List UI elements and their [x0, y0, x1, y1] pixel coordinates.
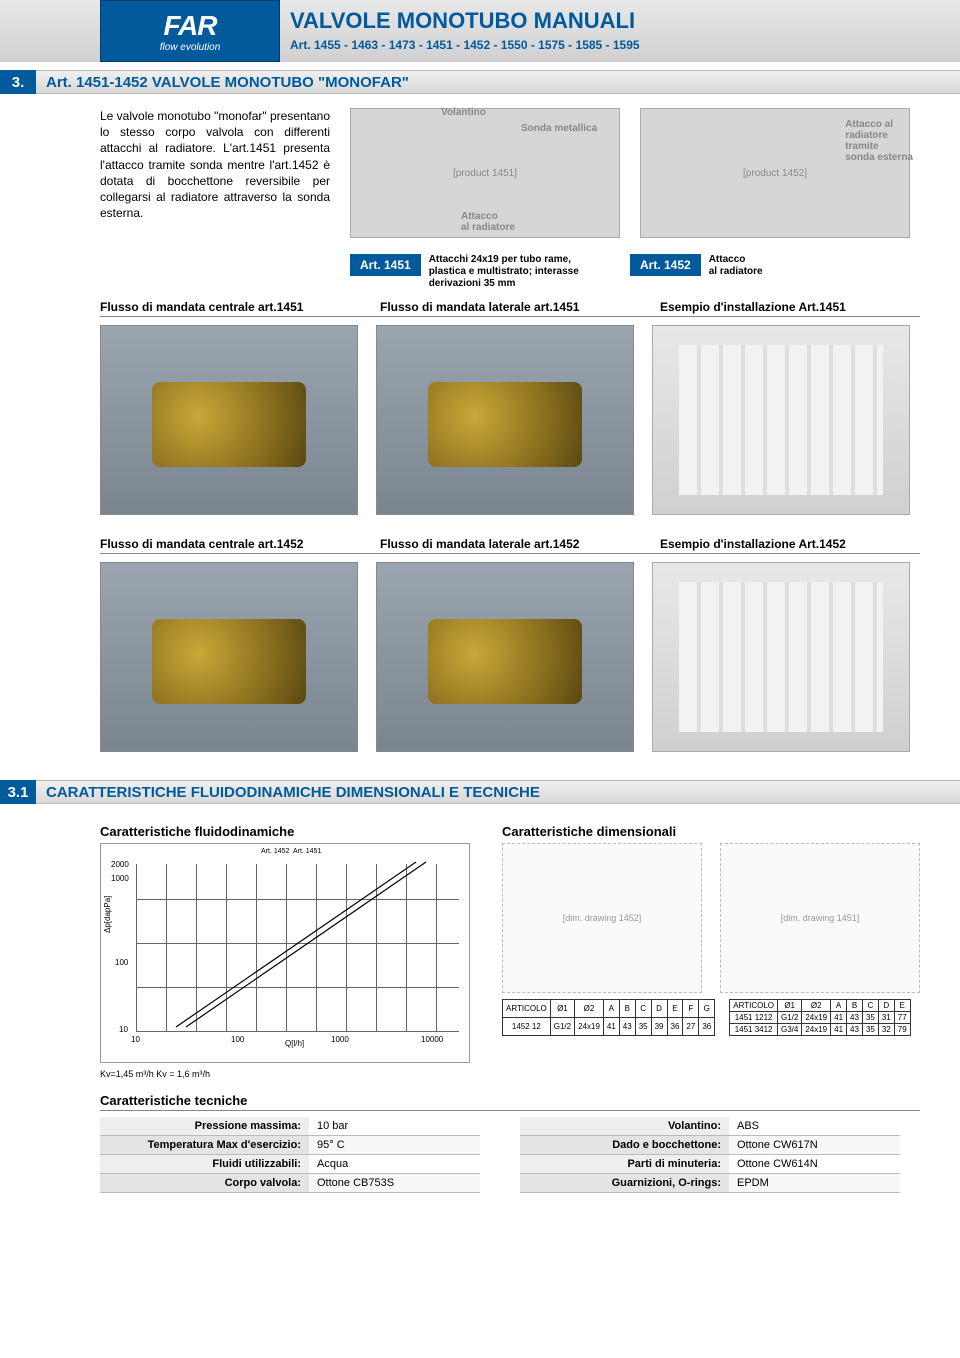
art-1451-label: Art. 1451: [350, 254, 421, 276]
install-photo-1451: [652, 325, 910, 515]
section-31-content: Caratteristiche fluidodinamiche Art. 145…: [0, 804, 960, 1203]
chart-legend: Art. 1452 Art. 1451: [261, 848, 321, 855]
section-31-title: CARATTERISTICHE FLUIDODINAMICHE DIMENSIO…: [36, 780, 960, 804]
kv-note: Kv=1,45 m³/h Kv = 1,6 m³/h: [100, 1069, 472, 1079]
image-row-1451: [100, 325, 920, 515]
product-photo-1452: Attacco al radiatore tramite sonda ester…: [640, 108, 910, 238]
chart-x-label: Q[l/h]: [285, 1039, 304, 1048]
product-diagram-zone: Volantino Sonda metallica Attacco al rad…: [350, 108, 920, 290]
legend-1452: Art. 1452: [261, 848, 289, 855]
ytick-2: 1000: [111, 874, 129, 883]
cutaway-lateral-1452: [376, 562, 634, 752]
section-number: 3.: [0, 70, 36, 94]
dim-drawing-1452: [dim. drawing 1452]: [502, 843, 702, 993]
art-1452-block: Art. 1452 Attacco al radiatore: [630, 254, 910, 278]
caption-install-1452: Esempio d'installazione Art.1452: [660, 537, 920, 554]
caption-row-1452: Flusso di mandata centrale art.1452 Flus…: [100, 537, 920, 554]
logo-sub-text: flow evolution: [160, 42, 221, 53]
caption-lateral-1452: Flusso di mandata laterale art.1452: [380, 537, 660, 554]
dim-table-1451: ARTICOLOØ1Ø2ABCDE1451 1212G1/224x1941433…: [729, 999, 910, 1036]
tech-tables-row: Pressione massima:10 barTemperatura Max …: [100, 1117, 920, 1193]
section-3-content: Le valvole monotubo "monofar" presentano…: [0, 94, 960, 762]
callout-attacco-ext: Attacco al radiatore tramite sonda ester…: [845, 119, 913, 163]
tech-table-left: Pressione massima:10 barTemperatura Max …: [100, 1117, 480, 1193]
ytick-3: 2000: [111, 860, 129, 869]
caption-center-1452: Flusso di mandata centrale art.1452: [100, 537, 380, 554]
ytick-1: 100: [115, 958, 128, 967]
tech-table-right: Volantino:ABSDado e bocchettone:Ottone C…: [520, 1117, 900, 1193]
ytick-0: 10: [119, 1025, 128, 1034]
section-3-bar: 3. Art. 1451-1452 VALVOLE MONOTUBO "MONO…: [0, 70, 960, 94]
art-1452-desc: Attacco al radiatore: [709, 254, 763, 278]
install-photo-1452: [652, 562, 910, 752]
chart-lines-svg: [156, 857, 436, 1032]
caption-lateral-1451: Flusso di mandata laterale art.1451: [380, 300, 660, 317]
dim-heading: Caratteristiche dimensionali: [502, 824, 920, 839]
page-subtitle: Art. 1455 - 1463 - 1473 - 1451 - 1452 - …: [290, 38, 640, 52]
product-photo-1451: Volantino Sonda metallica Attacco al rad…: [350, 108, 620, 238]
brand-logo: FAR flow evolution: [100, 0, 280, 62]
dimensional-column: Caratteristiche dimensionali [dim. drawi…: [502, 824, 920, 1079]
section-31-number: 3.1: [0, 780, 36, 804]
caption-install-1451: Esempio d'installazione Art.1451: [660, 300, 920, 317]
callout-volantino: Volantino: [441, 107, 486, 118]
section-31-bar: 3.1 CARATTERISTICHE FLUIDODINAMICHE DIME…: [0, 780, 960, 804]
xtick-2: 1000: [331, 1035, 349, 1044]
legend-1451: Art. 1451: [293, 848, 321, 855]
fluid-column: Caratteristiche fluidodinamiche Art. 145…: [100, 824, 472, 1079]
art-1452-label: Art. 1452: [630, 254, 701, 276]
logo-main-text: FAR: [164, 10, 217, 42]
chart-y-label: Δp[dapPa]: [103, 896, 112, 933]
image-row-1452: [100, 562, 920, 752]
cutaway-center-1452: [100, 562, 358, 752]
fluid-heading: Caratteristiche fluidodinamiche: [100, 824, 472, 839]
xtick-1: 100: [231, 1035, 244, 1044]
cutaway-center-1451: [100, 325, 358, 515]
dim-table-1452: ARTICOLOØ1Ø2ABCDEFG1452 12G1/224x1941433…: [502, 999, 715, 1036]
xtick-3: 10000: [421, 1035, 443, 1044]
caption-row-1451: Flusso di mandata centrale art.1451 Flus…: [100, 300, 920, 317]
pressure-flow-chart: Art. 1452 Art. 1451 Δp[dapPa] Q[l/h] 10 …: [100, 843, 470, 1063]
section-title: Art. 1451-1452 VALVOLE MONOTUBO "MONOFAR…: [36, 70, 960, 94]
dim-drawing-1451: [dim. drawing 1451]: [720, 843, 920, 993]
caption-center-1451: Flusso di mandata centrale art.1451: [100, 300, 380, 317]
callout-attacco-rad: Attacco al radiatore: [461, 211, 515, 233]
callout-sonda: Sonda metallica: [521, 123, 597, 134]
xtick-0: 10: [131, 1035, 140, 1044]
page-title: VALVOLE MONOTUBO MANUALI: [290, 8, 640, 34]
intro-paragraph: Le valvole monotubo "monofar" presentano…: [100, 108, 330, 290]
title-block: VALVOLE MONOTUBO MANUALI Art. 1455 - 146…: [280, 0, 640, 52]
tech-heading: Caratteristiche tecniche: [100, 1093, 920, 1111]
cutaway-lateral-1451: [376, 325, 634, 515]
art-1451-desc: Attacchi 24x19 per tubo rame, plastica e…: [429, 254, 610, 290]
art-1451-block: Art. 1451 Attacchi 24x19 per tubo rame, …: [350, 254, 610, 290]
page-header: FAR flow evolution VALVOLE MONOTUBO MANU…: [0, 0, 960, 62]
